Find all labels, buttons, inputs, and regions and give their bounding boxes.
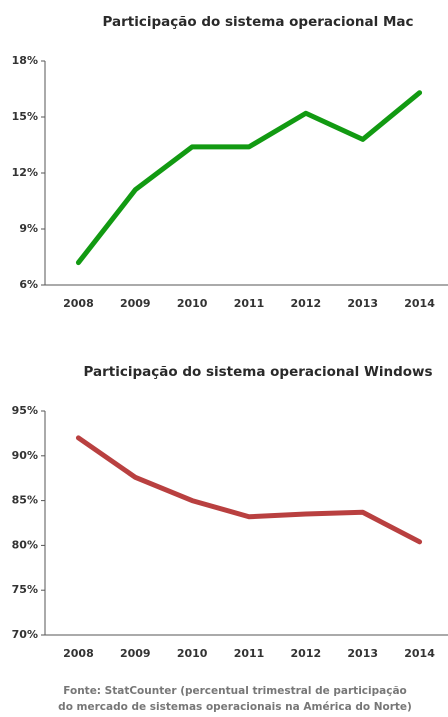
x-tick-label: 2009 [120, 297, 151, 310]
chart-title: Participação do sistema operacional Mac [102, 14, 413, 30]
series-line [75, 435, 423, 545]
x-tick-label: 2008 [63, 647, 94, 660]
y-tick-label: 85% [12, 494, 38, 507]
y-tick-label: 15% [12, 110, 38, 123]
x-tick-label: 2010 [177, 647, 208, 660]
series-line [75, 90, 423, 266]
x-tick-label: 2012 [291, 297, 322, 310]
x-tick-label: 2014 [404, 297, 435, 310]
x-tick-label: 2014 [404, 647, 435, 660]
x-tick-label: 2010 [177, 297, 208, 310]
y-tick-label: 80% [12, 538, 38, 551]
y-tick-label: 90% [12, 449, 38, 462]
chart-title: Participação do sistema operacional Wind… [83, 364, 432, 380]
x-tick-label: 2008 [63, 297, 94, 310]
x-tick-label: 2011 [234, 297, 265, 310]
y-tick-label: 9% [19, 222, 38, 235]
x-tick-label: 2012 [291, 647, 322, 660]
y-tick-label: 12% [12, 166, 38, 179]
source-line: Fonte: StatCounter (percentual trimestra… [63, 685, 407, 697]
source-line: do mercado de sistemas operacionais na A… [58, 701, 412, 713]
x-tick-label: 2011 [234, 647, 265, 660]
y-tick-label: 70% [12, 628, 38, 641]
x-tick-label: 2013 [347, 297, 378, 310]
y-tick-label: 75% [12, 583, 38, 596]
x-tick-label: 2013 [347, 647, 378, 660]
x-tick-label: 2009 [120, 647, 151, 660]
y-tick-label: 95% [12, 404, 38, 417]
y-tick-label: 6% [19, 278, 38, 291]
y-tick-label: 18% [12, 54, 38, 67]
